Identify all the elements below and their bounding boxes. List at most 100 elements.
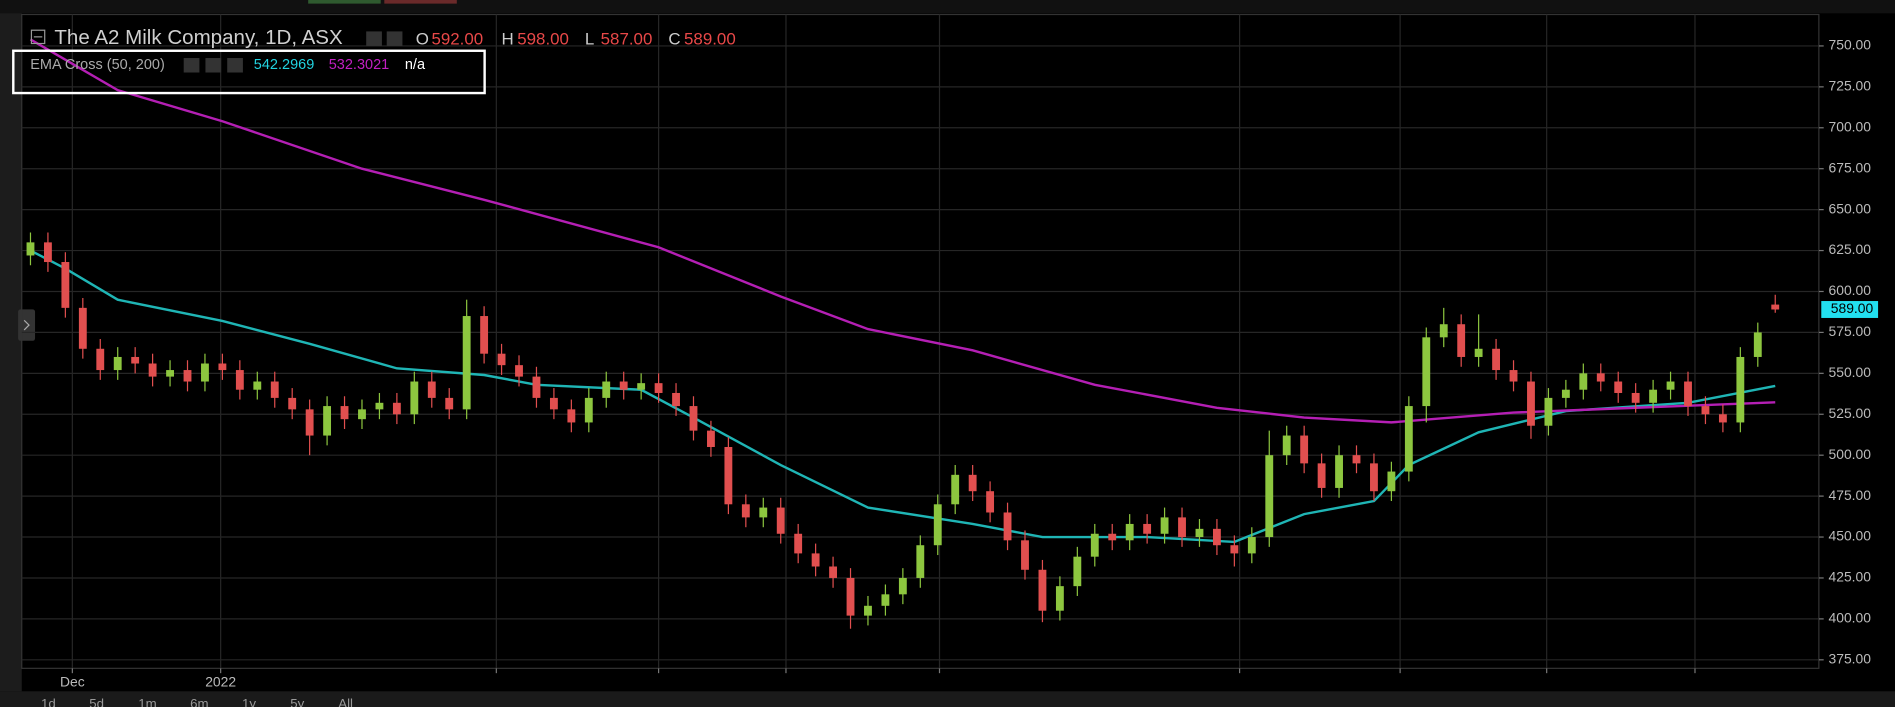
ema-line — [29, 249, 1776, 544]
candle-body — [1492, 348, 1501, 371]
y-tick-label: 750.00 — [1829, 37, 1872, 53]
candle-body — [1439, 324, 1448, 338]
ohlc-letter: L — [585, 29, 594, 48]
candle-body — [1300, 435, 1309, 464]
candle-body — [26, 242, 35, 256]
candle-body — [410, 381, 419, 415]
candle-body — [1666, 381, 1675, 390]
candle-body — [829, 566, 837, 578]
top-button — [308, 0, 381, 4]
candle-body — [166, 370, 174, 377]
candle-body — [1753, 332, 1762, 357]
y-tick-label: 625.00 — [1829, 241, 1872, 257]
candle-body — [427, 381, 436, 398]
candle-body — [1614, 381, 1623, 393]
candle-body — [462, 316, 471, 410]
ohlc-value: 589.00 — [684, 29, 736, 48]
candle-body — [1230, 545, 1239, 554]
candle-body — [78, 307, 87, 349]
candle-body — [358, 409, 366, 420]
range-button[interactable]: 6m — [190, 696, 208, 707]
crossover-value: n/a — [405, 57, 426, 73]
top-strip — [0, 0, 1895, 14]
candle-body — [497, 353, 506, 366]
candle-body — [1055, 586, 1064, 611]
candle-body — [532, 376, 541, 398]
candle-body — [340, 406, 349, 420]
candle-body — [776, 507, 785, 534]
chart-title: The A2 Milk Company, 1D, ASX — [54, 26, 343, 49]
candle-body — [811, 553, 820, 567]
candle-body — [515, 365, 523, 377]
plot-frame — [21, 13, 1820, 669]
range-button[interactable]: 5d — [89, 696, 104, 707]
candle-body — [898, 577, 907, 595]
range-button[interactable]: 1y — [242, 696, 256, 707]
candle-body — [741, 504, 750, 518]
candle-body — [1212, 528, 1221, 546]
candle-body — [1596, 373, 1605, 382]
y-tick-label: 725.00 — [1829, 78, 1872, 94]
y-tick-label: 650.00 — [1829, 200, 1872, 216]
candle-body — [1474, 348, 1483, 357]
y-tick-label: 675.00 — [1829, 159, 1872, 175]
range-button[interactable]: 1m — [138, 696, 156, 707]
ema-fast-value: 542.2969 — [254, 57, 314, 73]
ohlc-value: 587.00 — [601, 29, 653, 48]
candle-body — [619, 381, 628, 390]
collapse-icon[interactable] — [30, 29, 46, 45]
y-tick-label: 425.00 — [1829, 569, 1872, 585]
candle-body — [323, 406, 332, 436]
range-button[interactable]: All — [338, 696, 353, 707]
candle-body — [864, 605, 872, 616]
candle-body — [235, 370, 244, 390]
candle-body — [1143, 523, 1152, 534]
range-button[interactable]: 5y — [290, 696, 304, 707]
candle-body — [1544, 397, 1553, 426]
candle-body — [933, 504, 942, 546]
candle-body — [584, 397, 593, 423]
expand-button[interactable] — [18, 309, 36, 341]
candle-body — [113, 356, 122, 371]
candle-body — [148, 363, 157, 377]
ema-line — [29, 38, 1776, 424]
candle-body — [1021, 540, 1029, 570]
candle-body — [881, 594, 890, 606]
y-tick-label: 500.00 — [1829, 446, 1872, 462]
candle-body — [1090, 533, 1099, 557]
candle-body — [375, 402, 384, 410]
candle-body — [61, 262, 70, 308]
indicator-close[interactable] — [227, 58, 243, 73]
candle-body — [1335, 455, 1343, 488]
settings-icon[interactable] — [366, 31, 382, 46]
y-tick-label: 600.00 — [1829, 282, 1872, 298]
candle-body — [1108, 533, 1117, 541]
candle-body — [1631, 392, 1640, 403]
candle-body — [392, 402, 401, 415]
y-tick-label: 525.00 — [1829, 405, 1872, 421]
candle-body — [1178, 517, 1186, 538]
indicator-highlight — [12, 49, 486, 95]
left-panel — [0, 0, 22, 692]
candle-body — [1370, 463, 1378, 492]
candle-body — [759, 507, 768, 518]
candle-body — [1352, 455, 1361, 464]
candle-body — [1160, 517, 1169, 534]
y-tick-label: 575.00 — [1829, 323, 1872, 339]
candle-body — [1038, 569, 1047, 611]
candle-body — [1422, 337, 1431, 407]
candle-body — [1509, 370, 1518, 382]
settings-icon[interactable] — [386, 31, 403, 46]
ohlc-value: 598.00 — [517, 29, 569, 48]
indicator-icon[interactable] — [183, 58, 200, 73]
candle-body — [1701, 406, 1710, 415]
y-tick-label: 700.00 — [1829, 118, 1872, 134]
candle-body — [1579, 373, 1588, 390]
range-button[interactable]: 1d — [41, 696, 56, 707]
top-button — [384, 0, 457, 4]
candle-body — [1457, 324, 1466, 357]
indicator-icon[interactable] — [205, 58, 222, 73]
candle-body — [1684, 381, 1692, 407]
candle-body — [288, 397, 297, 410]
